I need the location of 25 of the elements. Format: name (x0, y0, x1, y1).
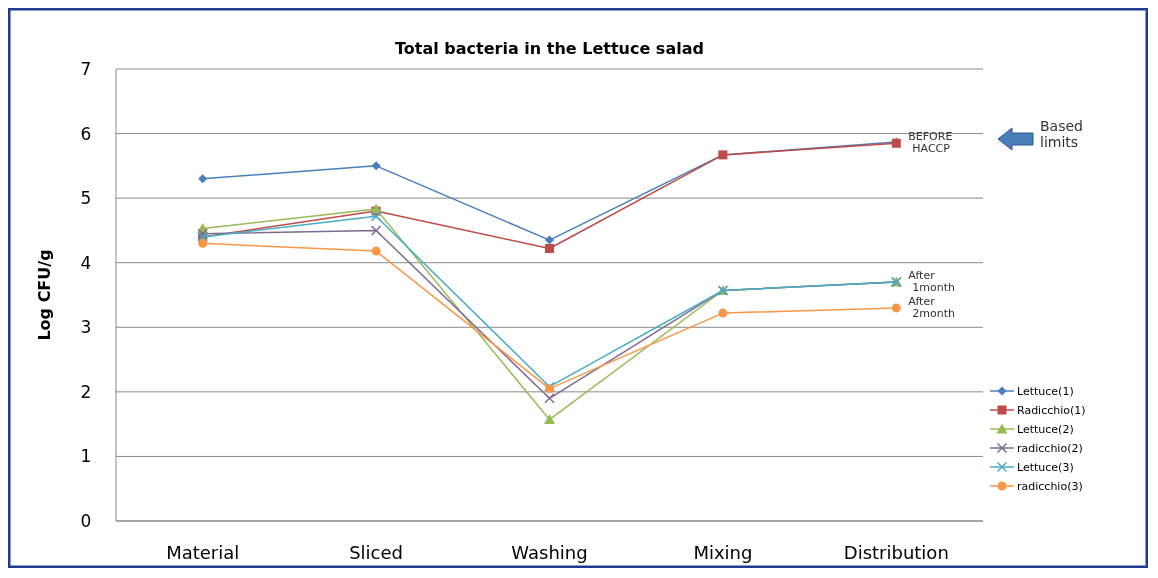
legend-label: Lettuce(1) (1017, 384, 1074, 398)
chart-title: Total bacteria in the Lettuce salad (395, 39, 704, 58)
annotation: BEFORE HACCP (908, 130, 953, 156)
legend-label: Radicchio(1) (1017, 403, 1086, 417)
x-tick-label: Mixing (693, 542, 753, 563)
x-tick-label: Washing (511, 542, 588, 563)
y-tick-label: 3 (80, 317, 92, 338)
legend-label: radicchio(2) (1017, 441, 1083, 455)
legend-label: Lettuce(2) (1017, 422, 1074, 436)
legend-label: radicchio(3) (1017, 479, 1083, 493)
y-tick-label: 7 (80, 58, 92, 79)
y-tick-label: 5 (80, 188, 92, 209)
y-axis-title: Log CFU/g (35, 249, 54, 341)
x-tick-label: Material (166, 542, 240, 563)
y-tick-label: 0 (80, 510, 92, 531)
text: Based limits (1040, 118, 1083, 150)
y-tick-label: 6 (80, 123, 92, 144)
x-tick-label: Distribution (843, 542, 949, 563)
y-tick-label: 4 (80, 252, 92, 273)
annotation: After 1month (908, 269, 956, 295)
legend-label: Lettuce(3) (1017, 460, 1074, 474)
y-tick-label: 1 (80, 446, 92, 467)
y-tick-label: 2 (80, 381, 92, 402)
x-tick-label: Sliced (349, 542, 404, 563)
annotation: After 2month (908, 294, 956, 320)
